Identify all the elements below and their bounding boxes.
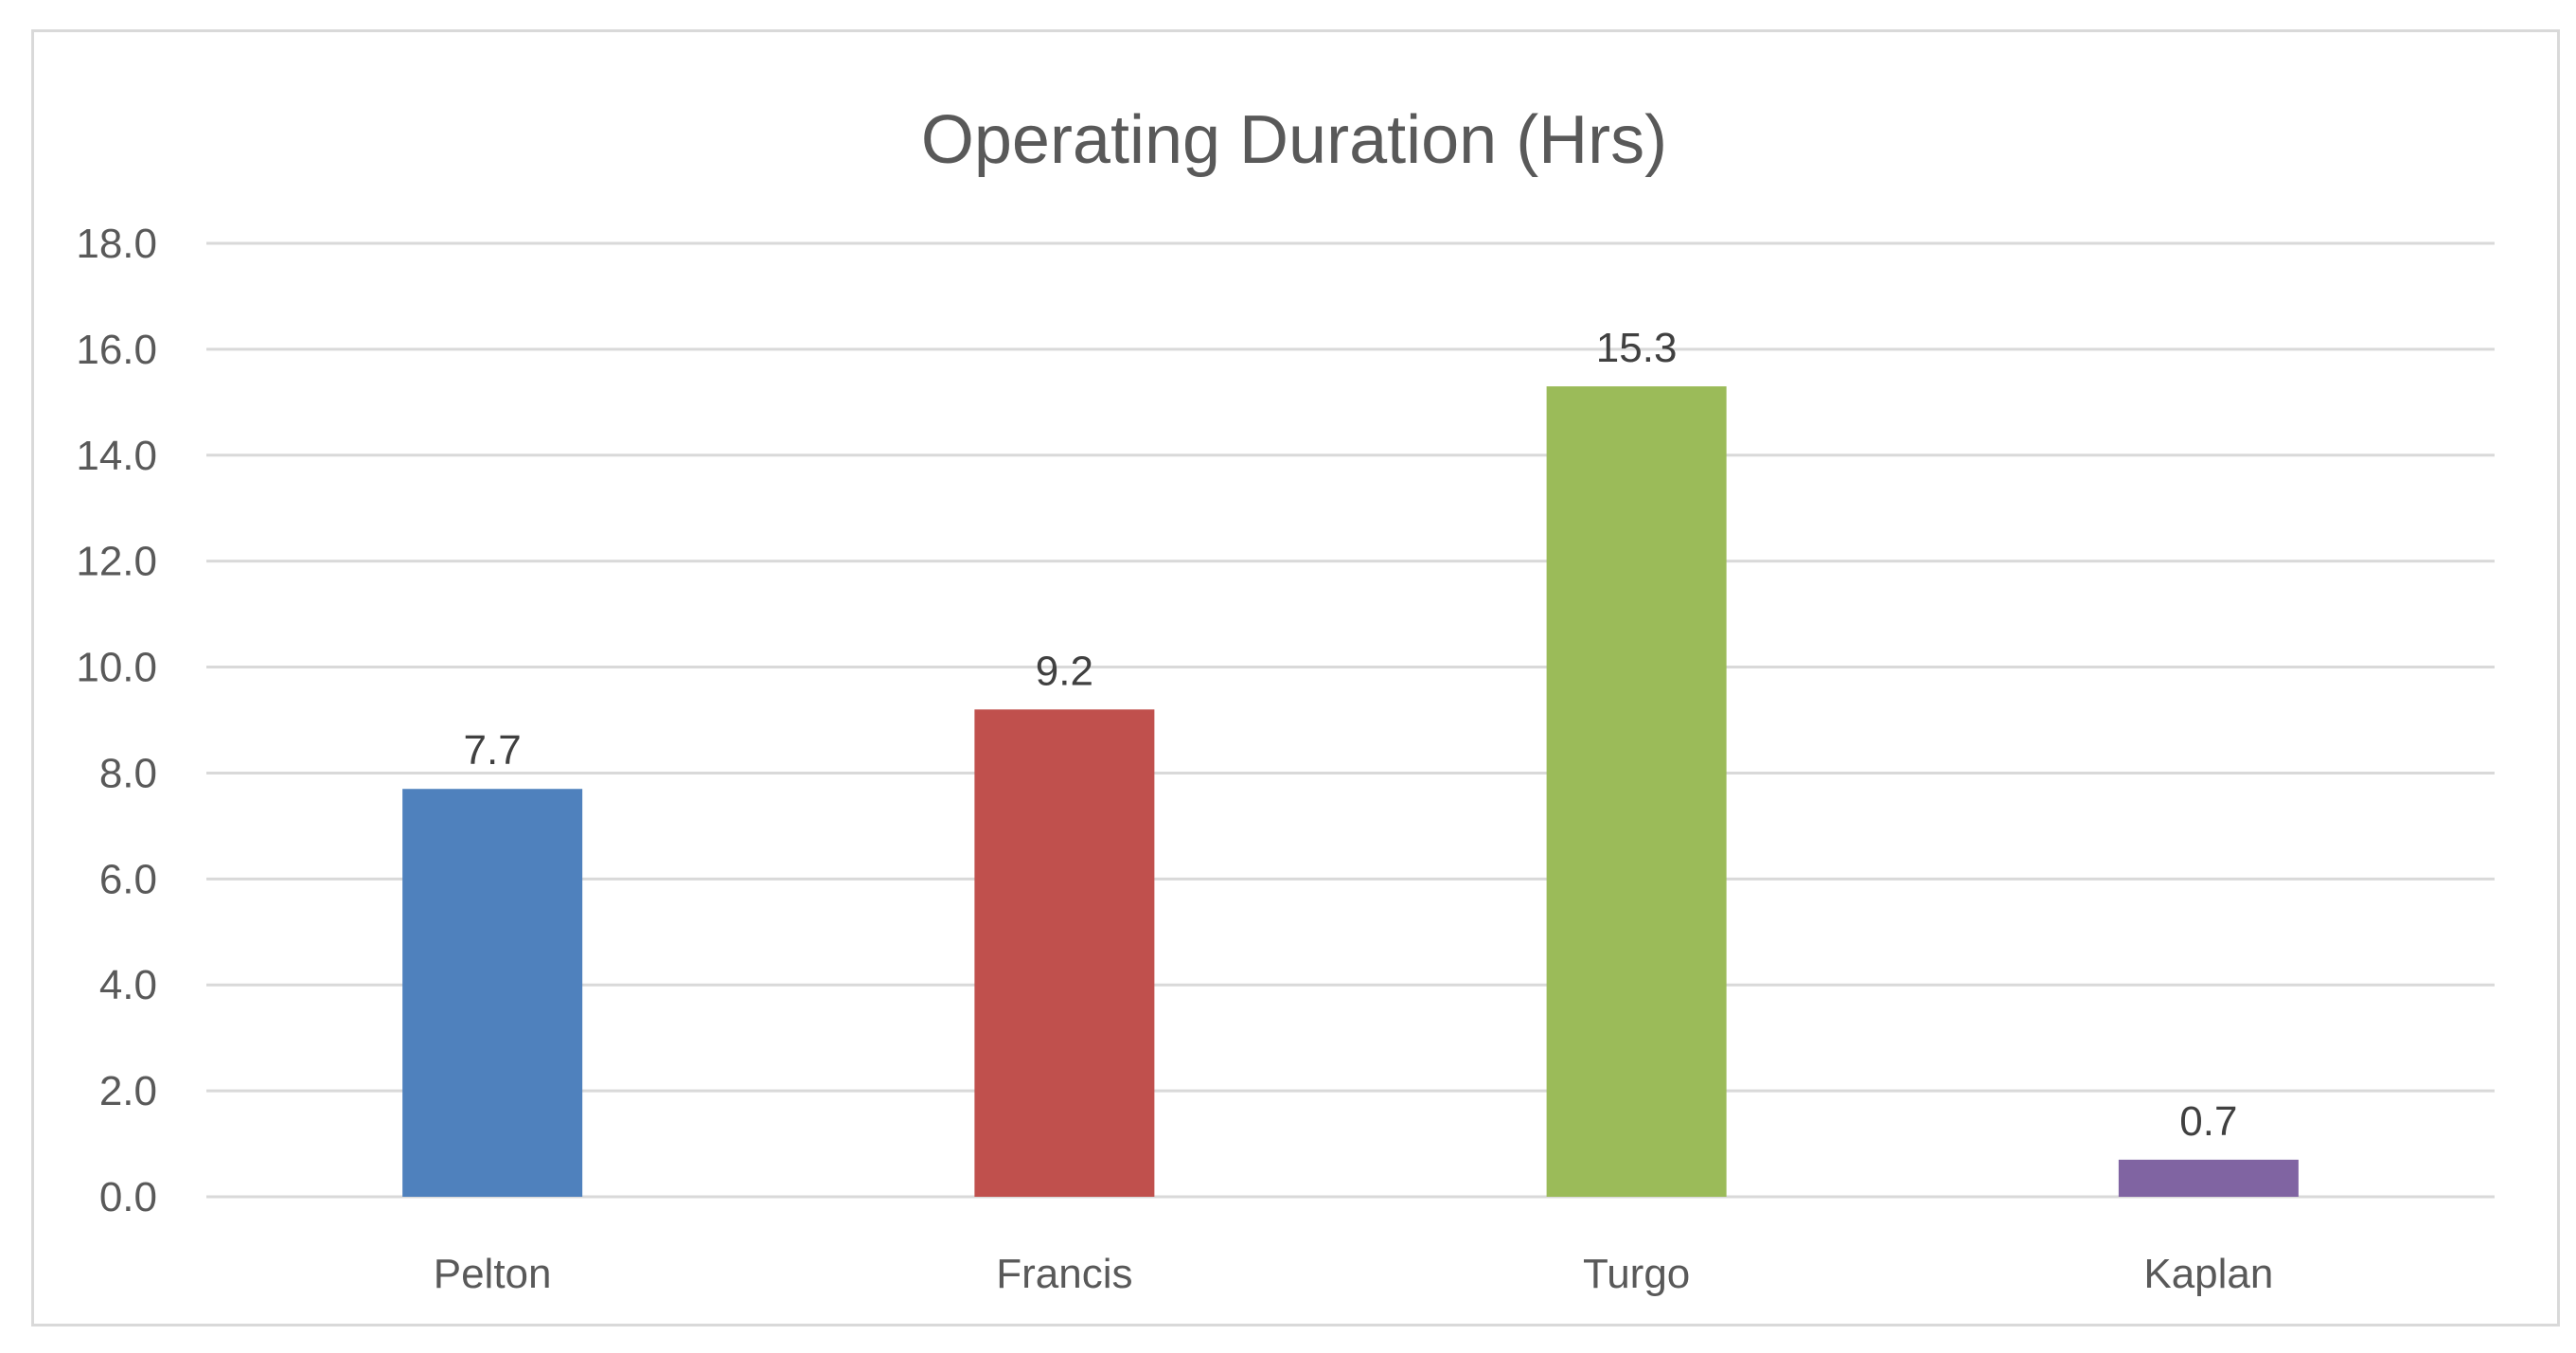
x-axis-categories: Pelton Francis Turgo Kaplan (434, 1251, 2274, 1297)
value-label-pelton: 7.7 (464, 727, 522, 774)
y-tick-label: 14.0 (76, 433, 157, 479)
y-axis-ticks: 0.0 2.0 4.0 6.0 8.0 10.0 12.0 14.0 16.0 18.0 (76, 221, 157, 1220)
bar-kaplan (2118, 1159, 2299, 1197)
category-label-turgo: Turgo (1583, 1251, 1690, 1297)
chart-title: Operating Duration (Hrs) (921, 102, 1667, 178)
value-label-kaplan: 0.7 (2179, 1098, 2237, 1145)
category-label-kaplan: Kaplan (2143, 1251, 2273, 1297)
y-tick-label: 10.0 (76, 645, 157, 691)
y-tick-label: 8.0 (99, 750, 157, 796)
bar-pelton (402, 789, 583, 1197)
y-tick-label: 16.0 (76, 327, 157, 373)
y-tick-label: 2.0 (99, 1068, 157, 1114)
category-label-pelton: Pelton (434, 1251, 552, 1297)
y-tick-label: 18.0 (76, 221, 157, 267)
value-labels: 7.7 9.2 15.3 0.7 (464, 325, 2238, 1145)
bar-turgo (1546, 386, 1727, 1197)
y-tick-label: 4.0 (99, 962, 157, 1008)
grid-layer (206, 241, 2495, 1199)
bar-francis (974, 709, 1155, 1197)
category-label-francis: Francis (996, 1251, 1132, 1297)
y-tick-label: 12.0 (76, 539, 157, 585)
value-label-francis: 9.2 (1036, 648, 1093, 694)
bars (402, 386, 2299, 1197)
y-tick-label: 6.0 (99, 856, 157, 902)
value-label-turgo: 15.3 (1596, 325, 1678, 371)
y-tick-label: 0.0 (99, 1174, 157, 1220)
